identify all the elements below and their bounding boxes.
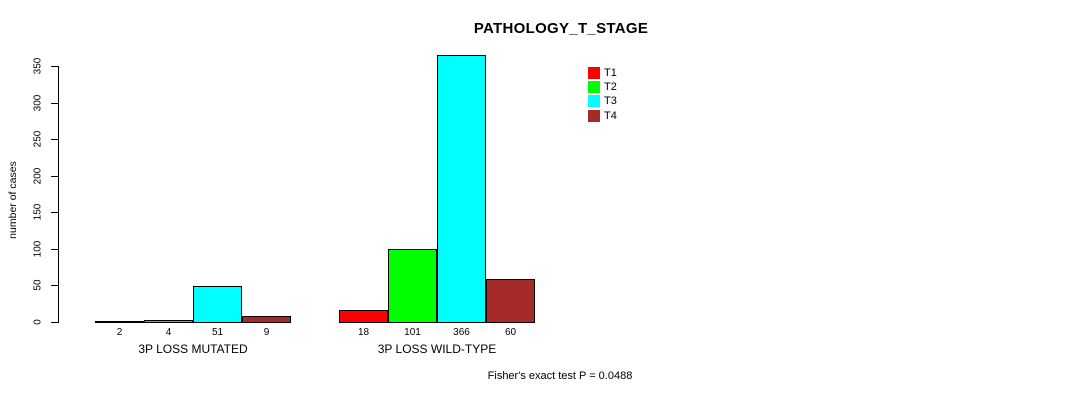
y-tick-mark-300 [51, 102, 58, 104]
bar-value-t2-3p-loss-wild-type: 101 [404, 327, 421, 338]
bar-t2-3p-loss-wild-type [388, 249, 437, 323]
y-tick-label-text: 200 [32, 167, 44, 185]
y-axis-title-text: number of cases [7, 161, 19, 239]
y-tick-label-text: 300 [32, 94, 44, 111]
bar-value-t3-3p-loss-wild-type: 366 [453, 327, 470, 338]
legend-swatch-t4 [588, 109, 600, 122]
bar-t4-3p-loss-mutated [242, 316, 291, 323]
bar-value-t1-3p-loss-mutated: 2 [116, 327, 123, 338]
legend-label-t3: T3 [604, 95, 617, 108]
chart-title: PATHOLOGY_T_STAGE [473, 20, 649, 37]
legend-item-t2: T2 [588, 80, 617, 93]
y-tick-mark-350 [51, 66, 58, 67]
bar-t2-3p-loss-mutated [144, 320, 193, 323]
legend-item-t1: T1 [588, 66, 617, 79]
y-tick-mark-200 [51, 175, 58, 177]
y-tick-label-text: 100 [32, 240, 44, 258]
y-tick-label-text: 0 [32, 319, 44, 325]
y-tick-label-text: 150 [32, 203, 44, 221]
fisher-test-label: Fisher's exact test P = 0.0488 [487, 370, 633, 382]
bar-value-t4-3p-loss-mutated: 9 [263, 327, 270, 338]
y-axis-line [58, 66, 59, 323]
bar-value-t4-3p-loss-wild-type: 60 [504, 327, 517, 338]
bar-t3-3p-loss-wild-type [437, 55, 486, 323]
bar-t4-3p-loss-wild-type [486, 279, 535, 323]
legend-label-t2: T2 [604, 80, 617, 93]
bar-t3-3p-loss-mutated [193, 286, 242, 323]
y-tick-mark-150 [51, 212, 58, 214]
group-label-3p-loss-wild-type: 3P LOSS WILD-TYPE [377, 342, 497, 356]
legend-item-t3: T3 [588, 95, 617, 108]
y-tick-label-text: 50 [32, 279, 44, 291]
legend-swatch-t3 [588, 95, 600, 108]
bar-value-t2-3p-loss-mutated: 4 [165, 327, 172, 338]
legend-swatch-t1 [588, 66, 600, 79]
legend-item-t4: T4 [588, 109, 617, 122]
legend-label-t4: T4 [604, 109, 617, 122]
bar-value-t3-3p-loss-mutated: 51 [211, 327, 224, 338]
y-tick-mark-250 [51, 139, 58, 141]
y-tick-mark-0 [51, 322, 58, 323]
y-tick-mark-50 [51, 285, 58, 287]
bar-t1-3p-loss-wild-type [339, 310, 388, 323]
group-label-3p-loss-mutated: 3P LOSS MUTATED [138, 342, 248, 356]
bar-t1-3p-loss-mutated [95, 321, 144, 323]
bar-value-t1-3p-loss-wild-type: 18 [357, 327, 370, 338]
y-tick-mark-100 [51, 248, 58, 250]
y-tick-label-text: 350 [32, 57, 44, 75]
legend-swatch-t2 [588, 80, 600, 93]
y-tick-label-text: 250 [32, 130, 44, 148]
legend-label-t1: T1 [604, 66, 617, 79]
